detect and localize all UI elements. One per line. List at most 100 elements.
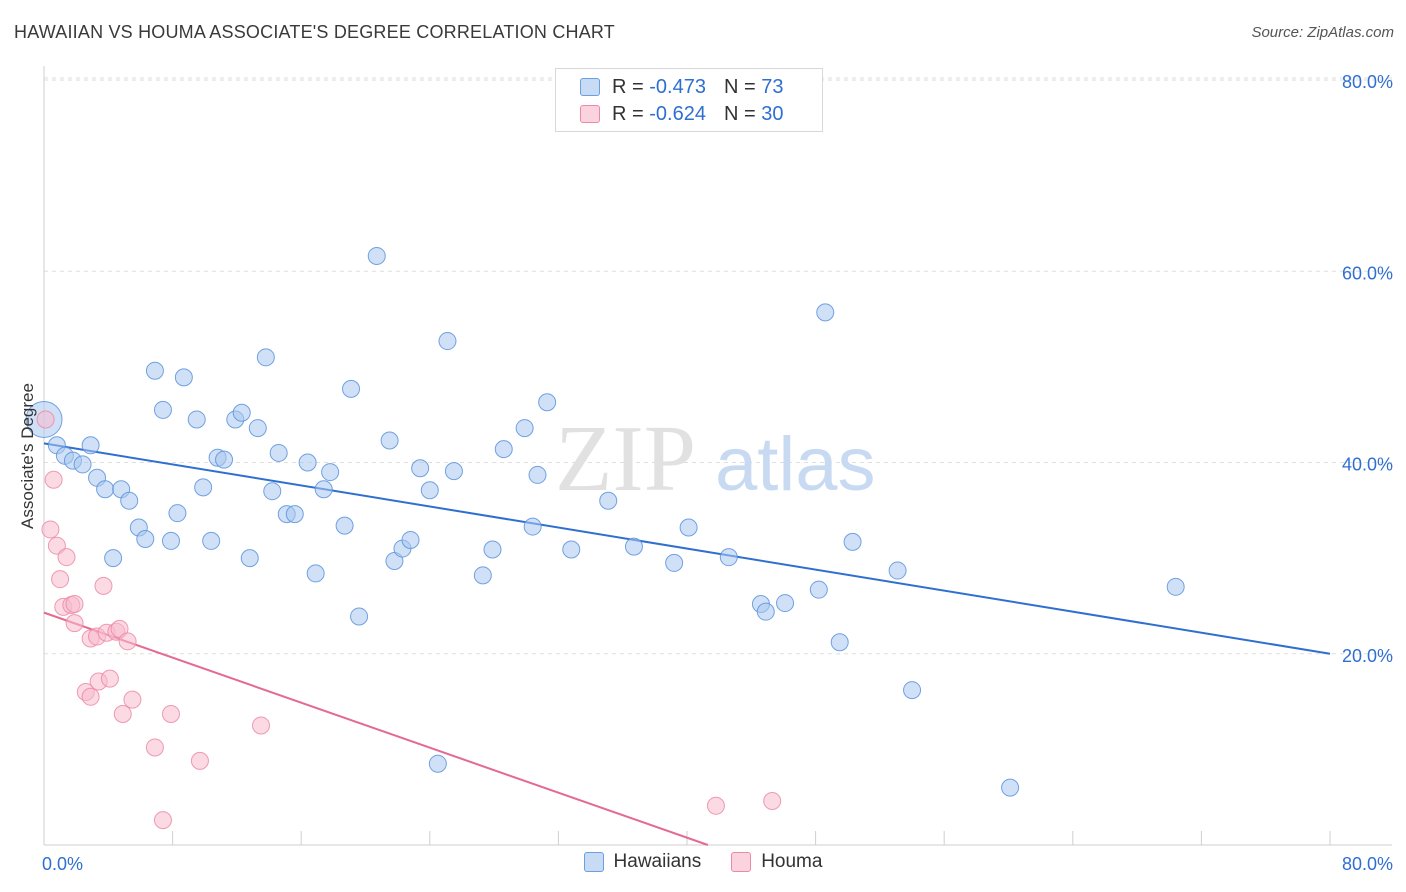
y-tick-label: 20.0% xyxy=(1342,646,1393,666)
legend-swatch-hawaiians xyxy=(580,78,600,96)
houma-point xyxy=(252,716,271,735)
hawaiians-point xyxy=(350,607,369,626)
hawaiians-point xyxy=(428,754,447,773)
stats-legend: R = -0.473 N = 73 R = -0.624 N = 30 xyxy=(555,68,823,132)
hawaiians-point xyxy=(756,602,775,621)
series-legend-houma[interactable]: Houma xyxy=(731,851,822,873)
watermark-zip: ZIP xyxy=(555,407,696,511)
watermark: ZIP atlas xyxy=(555,407,876,511)
hawaiians-point xyxy=(187,410,206,429)
hawaiians-point xyxy=(816,303,835,322)
houma-point xyxy=(65,595,84,614)
legend-r-label: R = xyxy=(612,102,644,125)
y-tick-label: 60.0% xyxy=(1342,263,1393,283)
series-legend: Hawaiians Houma xyxy=(0,851,1406,873)
houma-point xyxy=(36,410,55,429)
legend-row-hawaiians: R = -0.473 N = 73 xyxy=(580,74,783,100)
houma-point xyxy=(81,687,100,706)
hawaiians-point xyxy=(888,561,907,580)
tick-labels: 20.0% 40.0% 60.0% 80.0% 0.0% 80.0% xyxy=(42,72,1393,874)
legend-r-label: R = xyxy=(612,75,644,98)
y-tick-label: 40.0% xyxy=(1342,455,1393,475)
hawaiians-point xyxy=(444,462,463,481)
hawaiians-point xyxy=(809,580,828,599)
hawaiians-point xyxy=(401,530,420,549)
hawaiians-point xyxy=(599,491,618,510)
houma-point xyxy=(153,811,172,830)
hawaiians-point xyxy=(269,443,288,462)
legend-swatch-houma xyxy=(580,105,600,123)
hawaiians-point xyxy=(306,564,325,583)
houma-point xyxy=(113,704,132,723)
hawaiians-point xyxy=(232,403,251,422)
legend-n-label: N = xyxy=(723,102,756,125)
houma-point xyxy=(145,738,164,757)
grid-lines xyxy=(44,77,1392,655)
legend-n-value: 30 xyxy=(761,102,784,125)
houma-point xyxy=(763,792,782,811)
legend-r-value: -0.473 xyxy=(649,75,706,98)
houma-point xyxy=(118,632,137,651)
hawaiians-point xyxy=(830,633,849,652)
hawaiians-point xyxy=(420,481,439,500)
hawaiians-point xyxy=(215,450,234,469)
houma-trend-line xyxy=(43,611,709,846)
houma-point xyxy=(94,576,113,595)
source-credit: Source: ZipAtlas.com xyxy=(1251,24,1394,41)
hawaiians-point xyxy=(335,516,354,535)
hawaiians-point xyxy=(483,540,502,559)
houma-point xyxy=(51,570,70,589)
legend-row-houma: R = -0.624 N = 30 xyxy=(580,101,783,127)
houma-point xyxy=(44,470,63,489)
houma-point xyxy=(57,548,76,567)
series-legend-hawaiians[interactable]: Hawaiians xyxy=(583,851,702,873)
hawaiians-point xyxy=(1166,577,1185,596)
hawaiians-point xyxy=(96,480,115,499)
houma-point xyxy=(161,704,180,723)
legend-r-value: -0.624 xyxy=(649,102,706,125)
hawaiians-point xyxy=(523,517,542,536)
houma-point xyxy=(65,614,84,633)
y-tick-label: 80.0% xyxy=(1342,72,1393,92)
hawaiians-point xyxy=(342,379,361,398)
hawaiians-point xyxy=(104,549,123,568)
hawaiians-point xyxy=(473,566,492,585)
trend-lines xyxy=(43,442,1331,846)
hawaiians-point xyxy=(314,480,333,499)
axes xyxy=(43,66,1392,846)
hawaiians-point xyxy=(194,478,213,497)
legend-n-label: N = xyxy=(723,75,756,98)
hawaiians-point xyxy=(679,518,698,537)
hawaiians-point xyxy=(256,348,275,367)
hawaiians-point xyxy=(528,465,547,484)
hawaiians-point xyxy=(665,553,684,572)
x-tick-label: 0.0% xyxy=(42,854,83,874)
hawaiians-point xyxy=(248,419,267,438)
hawaiians-point xyxy=(240,549,259,568)
y-axis-label: Associate's Degree xyxy=(18,383,37,529)
hawaiians-point xyxy=(168,504,187,523)
hawaiians-point xyxy=(73,455,92,474)
series-label-houma: Houma xyxy=(761,851,823,872)
hawaiians-point xyxy=(285,505,304,524)
hawaiians-point xyxy=(136,530,155,548)
hawaiians-point xyxy=(624,537,643,556)
hawaiians-point xyxy=(153,400,172,419)
series-swatch-houma xyxy=(731,852,752,872)
series-swatch-hawaiians xyxy=(583,852,604,872)
hawaiians-point xyxy=(411,459,430,478)
hawaiians-point xyxy=(562,540,581,559)
houma-point xyxy=(190,751,209,770)
houma-point xyxy=(706,796,725,815)
hawaiians-point xyxy=(174,368,193,387)
hawaiians-point xyxy=(367,246,386,265)
hawaiians-point xyxy=(81,436,100,455)
hawaiians-point xyxy=(321,463,340,482)
houma-point xyxy=(100,669,119,688)
hawaiians-point xyxy=(161,531,180,550)
series-label-hawaiians: Hawaiians xyxy=(613,851,702,872)
hawaiians-point xyxy=(515,419,534,438)
hawaiians-point xyxy=(438,332,457,351)
hawaiians-point xyxy=(538,393,557,412)
